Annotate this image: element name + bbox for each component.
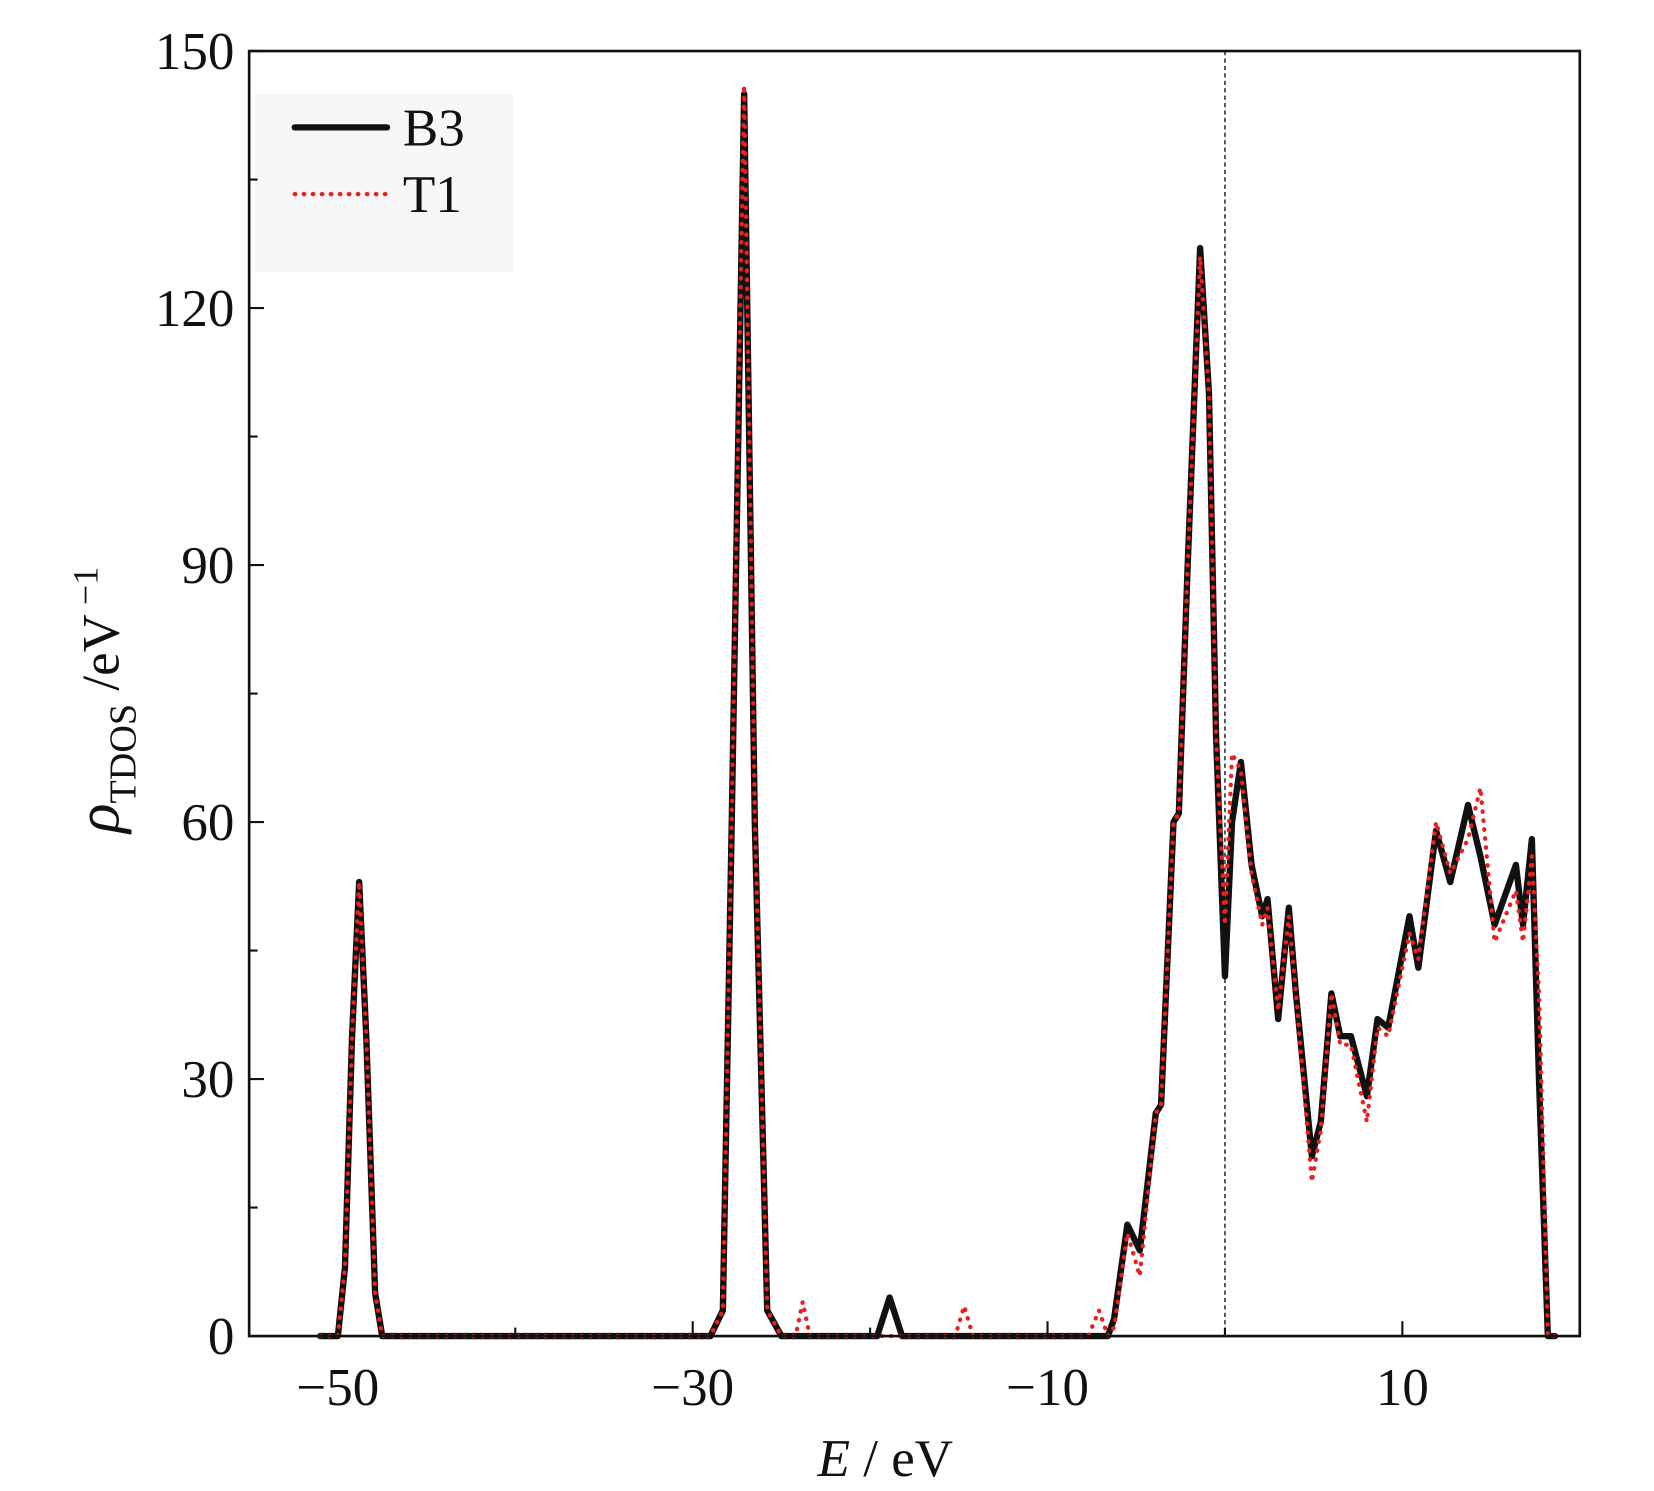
y-tick-label: 60 bbox=[181, 794, 234, 852]
x-label-unit: / eV bbox=[850, 1430, 953, 1488]
legend-box bbox=[254, 93, 514, 272]
plot-frame bbox=[247, 49, 1582, 1338]
y-tick-label: 150 bbox=[155, 23, 235, 81]
y-tick-label: 120 bbox=[155, 280, 235, 338]
y-tick-label: 90 bbox=[181, 537, 234, 595]
legend-label: T1 bbox=[403, 166, 462, 224]
x-tick-label: 10 bbox=[1376, 1359, 1429, 1417]
series-line bbox=[316, 90, 1559, 1340]
series-line bbox=[318, 83, 1558, 1339]
y-label-superscript: −1 bbox=[66, 567, 106, 614]
x-tick-label: −50 bbox=[296, 1359, 379, 1417]
y-label-subscript: TDOS bbox=[103, 704, 145, 804]
y-axis-label: ρTDOS /eV −1 bbox=[65, 567, 145, 835]
y-label-unit: /eV bbox=[73, 614, 131, 704]
x-label-symbol: E bbox=[817, 1430, 850, 1488]
legend-label: B3 bbox=[403, 99, 465, 157]
y-tick-label: 0 bbox=[208, 1308, 235, 1366]
x-tick-label: −10 bbox=[1006, 1359, 1089, 1417]
x-tick-label: −30 bbox=[651, 1359, 734, 1417]
y-tick-label: 30 bbox=[181, 1051, 234, 1109]
x-axis-label: E / eV bbox=[817, 1430, 953, 1488]
y-label-symbol: ρ bbox=[65, 804, 133, 836]
